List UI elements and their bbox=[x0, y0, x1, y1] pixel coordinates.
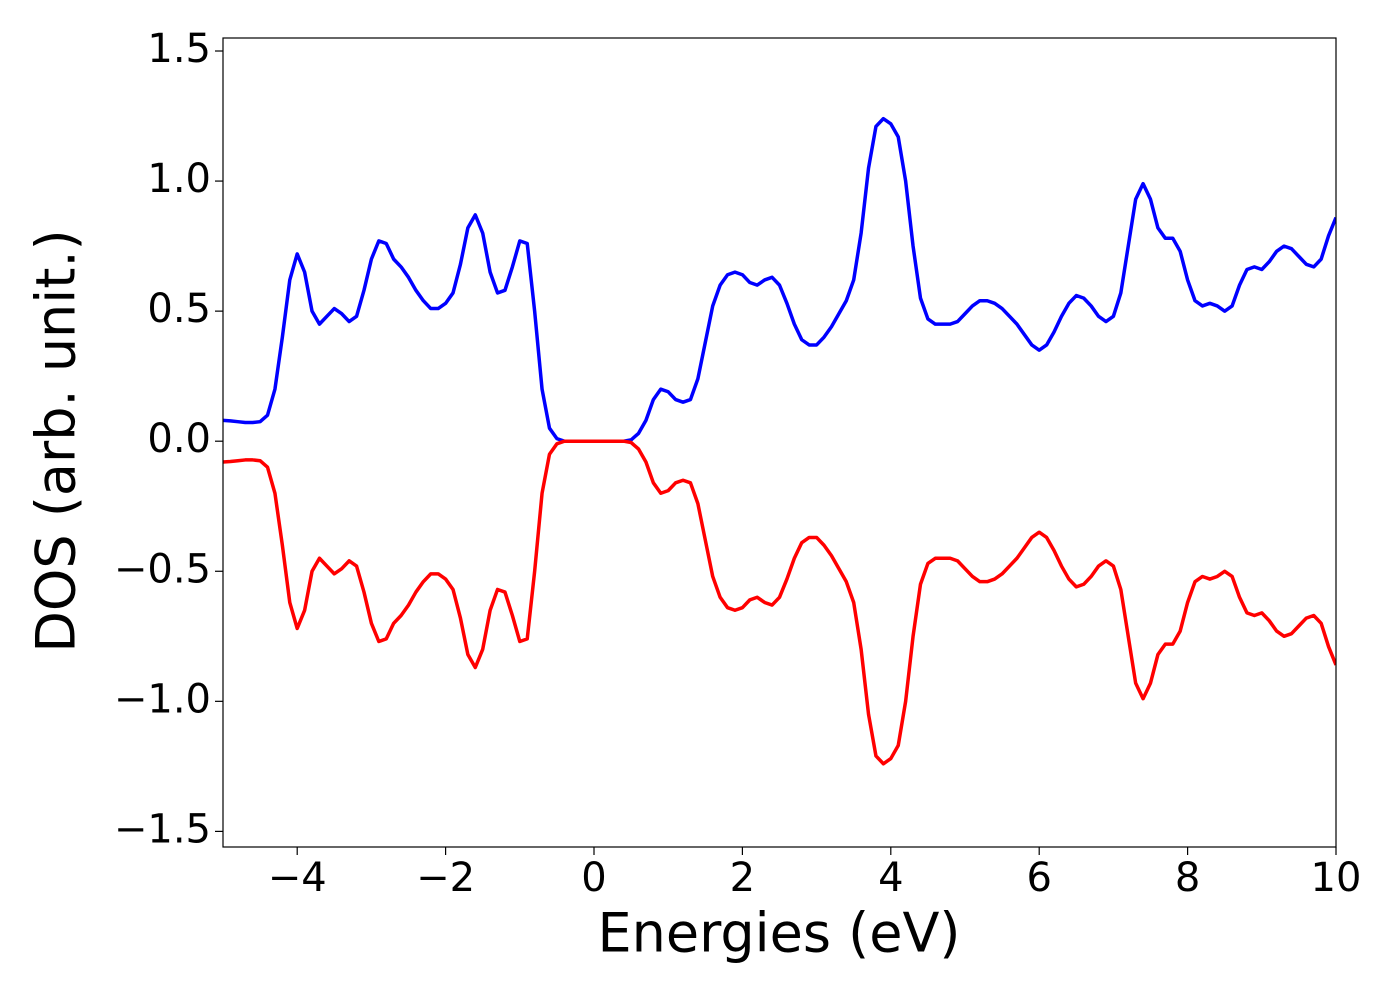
dos-line bbox=[223, 116, 1336, 443]
x-tick-label: 8 bbox=[1175, 855, 1200, 901]
y-tick-label: 1.0 bbox=[147, 156, 211, 202]
x-tick-label: 2 bbox=[730, 855, 755, 901]
x-axis-label: Energies (eV) bbox=[598, 902, 961, 965]
x-tick-label: 0 bbox=[581, 855, 606, 901]
y-axis-label: DOS (arb. unit.) bbox=[25, 229, 88, 652]
y-tick-label: 0.0 bbox=[147, 416, 211, 462]
dos-line bbox=[223, 439, 1336, 766]
plot-frame bbox=[222, 37, 1337, 848]
y-tick-label: 1.5 bbox=[147, 26, 211, 72]
y-tick-label: 0.5 bbox=[147, 286, 211, 332]
x-tick-label: −4 bbox=[268, 855, 327, 901]
x-tick-label: 10 bbox=[1311, 855, 1362, 901]
y-tick-label: −1.5 bbox=[114, 806, 211, 852]
x-tick-label: 4 bbox=[878, 855, 903, 901]
x-tick-label: 6 bbox=[1026, 855, 1051, 901]
x-tick-label: −2 bbox=[416, 855, 475, 901]
y-tick-label: −1.0 bbox=[114, 676, 211, 722]
y-tick-label: −0.5 bbox=[114, 546, 211, 592]
